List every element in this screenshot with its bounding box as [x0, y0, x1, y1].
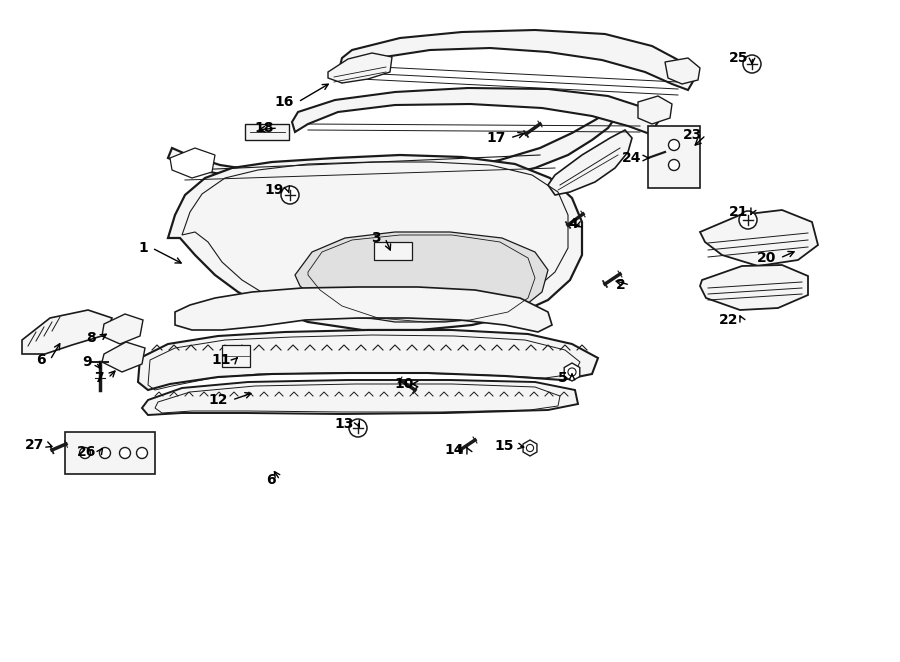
Text: 26: 26	[76, 445, 96, 459]
Bar	[245, 124, 289, 140]
Circle shape	[100, 448, 111, 459]
Circle shape	[137, 448, 148, 459]
Bar	[374, 242, 412, 260]
Polygon shape	[168, 155, 582, 330]
Text: 23: 23	[682, 128, 702, 142]
Text: 15: 15	[494, 439, 514, 453]
Text: 10: 10	[394, 377, 414, 391]
Circle shape	[669, 140, 680, 150]
Circle shape	[743, 55, 761, 73]
Text: 21: 21	[728, 205, 748, 219]
Polygon shape	[665, 58, 700, 84]
Text: 24: 24	[622, 151, 641, 165]
Text: 6: 6	[36, 353, 46, 367]
Text: 12: 12	[209, 393, 228, 407]
Text: 22: 22	[718, 313, 738, 327]
Text: 8: 8	[86, 331, 96, 345]
Text: 2: 2	[616, 278, 626, 292]
Text: 17: 17	[487, 131, 506, 145]
Polygon shape	[295, 232, 548, 322]
Circle shape	[739, 211, 757, 229]
Text: 6: 6	[266, 473, 276, 487]
Text: 20: 20	[757, 251, 776, 265]
Polygon shape	[142, 380, 578, 415]
Polygon shape	[102, 314, 143, 344]
Text: 5: 5	[558, 371, 568, 385]
Circle shape	[568, 368, 576, 376]
Text: 18: 18	[255, 121, 274, 135]
Polygon shape	[138, 330, 598, 390]
Polygon shape	[22, 310, 112, 354]
Polygon shape	[700, 210, 818, 266]
Circle shape	[281, 186, 299, 204]
Circle shape	[349, 419, 367, 437]
Polygon shape	[338, 30, 695, 90]
Text: 19: 19	[265, 183, 284, 197]
Polygon shape	[700, 265, 808, 310]
Text: 16: 16	[274, 95, 294, 109]
Text: 25: 25	[728, 51, 748, 65]
Bar	[222, 345, 250, 367]
Bar	[65, 432, 155, 474]
Text: 27: 27	[24, 438, 44, 452]
Text: 3: 3	[372, 231, 381, 245]
Text: 1: 1	[139, 241, 148, 255]
Polygon shape	[175, 287, 552, 332]
Bar	[648, 126, 700, 188]
Polygon shape	[328, 53, 392, 83]
Text: 13: 13	[335, 417, 354, 431]
Text: 7: 7	[94, 371, 104, 385]
Polygon shape	[638, 96, 672, 124]
Text: 9: 9	[83, 355, 92, 369]
Circle shape	[79, 448, 91, 459]
Polygon shape	[523, 440, 537, 456]
Circle shape	[526, 444, 534, 451]
Polygon shape	[102, 342, 145, 372]
Polygon shape	[564, 363, 580, 381]
Circle shape	[669, 160, 680, 171]
Polygon shape	[168, 112, 615, 185]
Text: 4: 4	[568, 217, 578, 231]
Polygon shape	[170, 148, 215, 178]
Circle shape	[120, 448, 130, 459]
Text: 14: 14	[445, 443, 464, 457]
Text: 11: 11	[212, 353, 231, 367]
Polygon shape	[548, 130, 632, 195]
Polygon shape	[292, 88, 658, 134]
